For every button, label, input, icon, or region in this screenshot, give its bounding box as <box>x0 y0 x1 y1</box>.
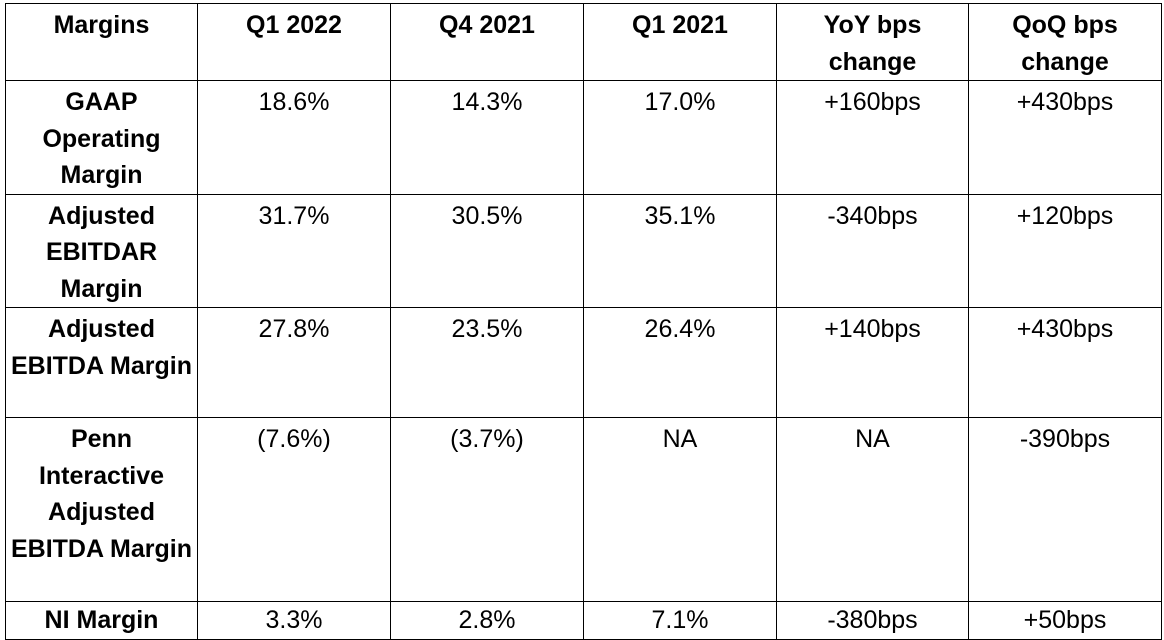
row-label: NI Margin <box>5 601 198 640</box>
cell-qoq: +50bps <box>968 601 1162 640</box>
cell-q1-2022: 3.3% <box>197 601 391 640</box>
cell-yoy: NA <box>776 417 969 602</box>
table-row: GAAP Operating Margin 18.6% 14.3% 17.0% … <box>5 80 1162 195</box>
margins-table: Margins Q1 2022 Q4 2021 Q1 2021 YoY bps … <box>5 3 1162 640</box>
cell-q1-2021: NA <box>583 417 777 602</box>
row-label: GAAP Operating Margin <box>5 80 198 195</box>
header-yoy-bps-change: YoY bps change <box>776 3 969 81</box>
cell-q4-2021: 2.8% <box>390 601 584 640</box>
cell-q4-2021: 30.5% <box>390 193 584 308</box>
cell-q1-2022: (7.6%) <box>197 417 391 602</box>
table-row: Adjusted EBITDA Margin 27.8% 23.5% 26.4%… <box>5 307 1162 418</box>
row-label: Penn Interactive Adjusted EBITDA Margin <box>5 417 198 602</box>
cell-yoy: +160bps <box>776 80 969 195</box>
header-q4-2021: Q4 2021 <box>390 3 584 81</box>
header-row: Margins Q1 2022 Q4 2021 Q1 2021 YoY bps … <box>5 3 1162 81</box>
cell-q1-2021: 17.0% <box>583 80 777 195</box>
table-row: Penn Interactive Adjusted EBITDA Margin … <box>5 417 1162 602</box>
cell-qoq: +430bps <box>968 80 1162 195</box>
table-row: NI Margin 3.3% 2.8% 7.1% -380bps +50bps <box>5 601 1162 640</box>
cell-q4-2021: (3.7%) <box>390 417 584 602</box>
cell-qoq: +430bps <box>968 307 1162 418</box>
cell-yoy: -340bps <box>776 193 969 308</box>
table-row: Adjusted EBITDAR Margin 31.7% 30.5% 35.1… <box>5 193 1162 308</box>
cell-q1-2022: 31.7% <box>197 193 391 308</box>
cell-yoy: -380bps <box>776 601 969 640</box>
row-label: Adjusted EBITDA Margin <box>5 307 198 418</box>
cell-q4-2021: 23.5% <box>390 307 584 418</box>
cell-q1-2021: 35.1% <box>583 193 777 308</box>
cell-q4-2021: 14.3% <box>390 80 584 195</box>
header-margins: Margins <box>5 3 198 81</box>
header-q1-2021: Q1 2021 <box>583 3 777 81</box>
cell-q1-2022: 18.6% <box>197 80 391 195</box>
cell-q1-2021: 26.4% <box>583 307 777 418</box>
row-label: Adjusted EBITDAR Margin <box>5 193 198 308</box>
cell-qoq: +120bps <box>968 193 1162 308</box>
cell-qoq: -390bps <box>968 417 1162 602</box>
cell-yoy: +140bps <box>776 307 969 418</box>
cell-q1-2021: 7.1% <box>583 601 777 640</box>
header-q1-2022: Q1 2022 <box>197 3 391 81</box>
cell-q1-2022: 27.8% <box>197 307 391 418</box>
header-qoq-bps-change: QoQ bps change <box>968 3 1162 81</box>
